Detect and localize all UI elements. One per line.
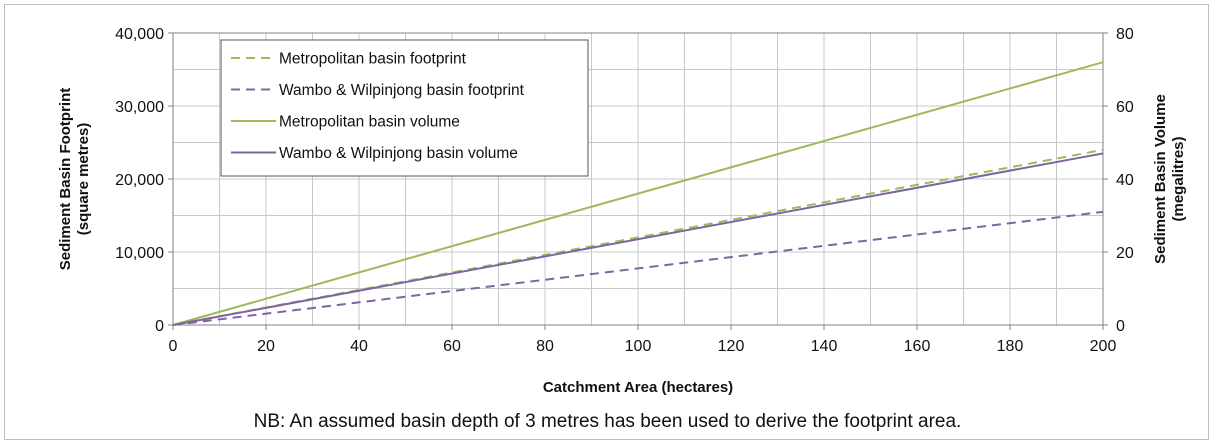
- series-line-4: [172, 152, 1104, 326]
- x-tick-label: 40: [350, 338, 368, 355]
- y-left-axis-title-line: (square metres): [75, 123, 92, 236]
- legend: Metropolitan basin footprint Wambo & Wilp…: [220, 39, 589, 177]
- y-left-axis-title: Sediment Basin Footprint(square metres): [57, 88, 92, 271]
- y-left-tick-label: 10,000: [115, 245, 164, 262]
- x-tick-label: 20: [257, 338, 275, 355]
- y-right-tick-label: 80: [1116, 26, 1134, 43]
- y-right-tick-label: 0: [1116, 318, 1125, 335]
- y-left-axis-title-line: Sediment Basin Footprint: [57, 88, 74, 271]
- y-left-tick-label: 40,000: [115, 26, 164, 43]
- chart-frame: [4, 4, 1209, 440]
- y-right-axis-title: Sediment Basin Volume(megalitres): [1152, 94, 1187, 264]
- y-left-tick-label: 0: [155, 318, 164, 335]
- x-tick-label: 200: [1090, 338, 1117, 355]
- tick-layer: 0 20 40 60 80 100 120 140 160 180 200010,00020,000…: [115, 26, 1134, 355]
- x-axis-title: Catchment Area (hectares): [543, 379, 733, 396]
- y-left-tick-label: 30,000: [115, 99, 164, 116]
- series-layer: [172, 61, 1104, 326]
- x-tick-label: 120: [718, 338, 745, 355]
- y-right-axis-title-line: Sediment Basin Volume: [1152, 94, 1169, 264]
- x-tick-label: 180: [997, 338, 1024, 355]
- x-tick-label: 0: [169, 338, 178, 355]
- footnote: NB: An assumed basin depth of 3 metres h…: [253, 411, 962, 432]
- series-line-3: [172, 61, 1104, 326]
- y-right-axis-title-line: (megalitres): [1170, 136, 1187, 221]
- legend-label: Metropolitan basin footprint: [279, 51, 467, 68]
- x-tick-label: 80: [536, 338, 554, 355]
- legend-label: Wambo & Wilpinjong basin volume: [279, 145, 518, 162]
- x-tick-label: 140: [811, 338, 838, 355]
- y-left-tick-label: 20,000: [115, 172, 164, 189]
- x-tick-label: 100: [625, 338, 652, 355]
- series-line-2: [172, 210, 1104, 326]
- grid-layer: [173, 33, 1103, 325]
- legend-box: [220, 39, 589, 177]
- y-right-tick-label: 40: [1116, 172, 1134, 189]
- x-tick-label: 60: [443, 338, 461, 355]
- x-tick-label: 160: [904, 338, 931, 355]
- y-right-tick-label: 20: [1116, 245, 1134, 262]
- axis-titles: Catchment Area (hectares) Sediment Basin …: [57, 88, 1187, 396]
- legend-label: Wambo & Wilpinjong basin footprint: [279, 82, 525, 99]
- legend-label: Metropolitan basin volume: [279, 114, 460, 131]
- y-right-tick-label: 60: [1116, 99, 1134, 116]
